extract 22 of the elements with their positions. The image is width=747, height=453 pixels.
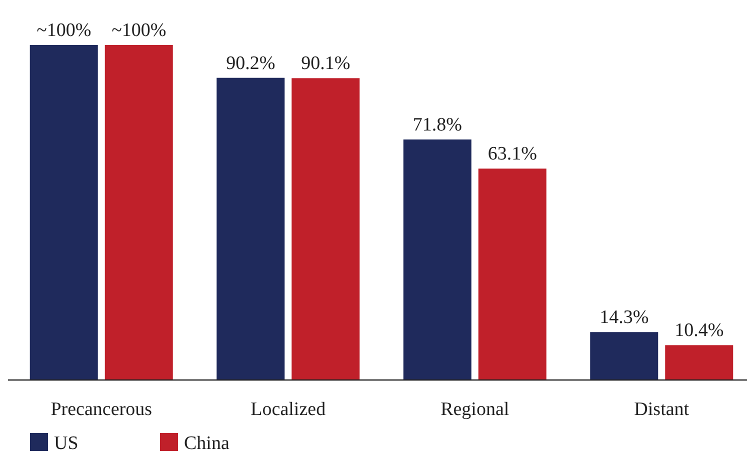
x-tick-label: Regional	[440, 399, 510, 420]
data-label: 10.4%	[674, 320, 724, 342]
bar	[30, 45, 98, 380]
data-label: ~100%	[112, 20, 166, 41]
bar	[292, 78, 360, 380]
data-label: 90.2%	[226, 52, 276, 74]
bar	[403, 139, 472, 380]
x-tick-label: Distant	[634, 399, 690, 420]
data-label: ~100%	[36, 20, 92, 41]
data-label: 63.1%	[488, 144, 538, 165]
data-label: 14.3%	[600, 307, 649, 328]
bar	[590, 332, 658, 380]
x-tick-label: Precancerous	[50, 399, 152, 420]
bar	[478, 168, 546, 380]
legend-label: US	[54, 433, 78, 453]
legend-label: China	[184, 433, 230, 453]
x-tick-label: Localized	[250, 399, 326, 420]
bar	[104, 45, 173, 380]
bar	[665, 345, 734, 380]
bar	[216, 78, 285, 380]
data-label: 90.1%	[301, 53, 350, 74]
data-label: 71.8%	[412, 114, 462, 136]
